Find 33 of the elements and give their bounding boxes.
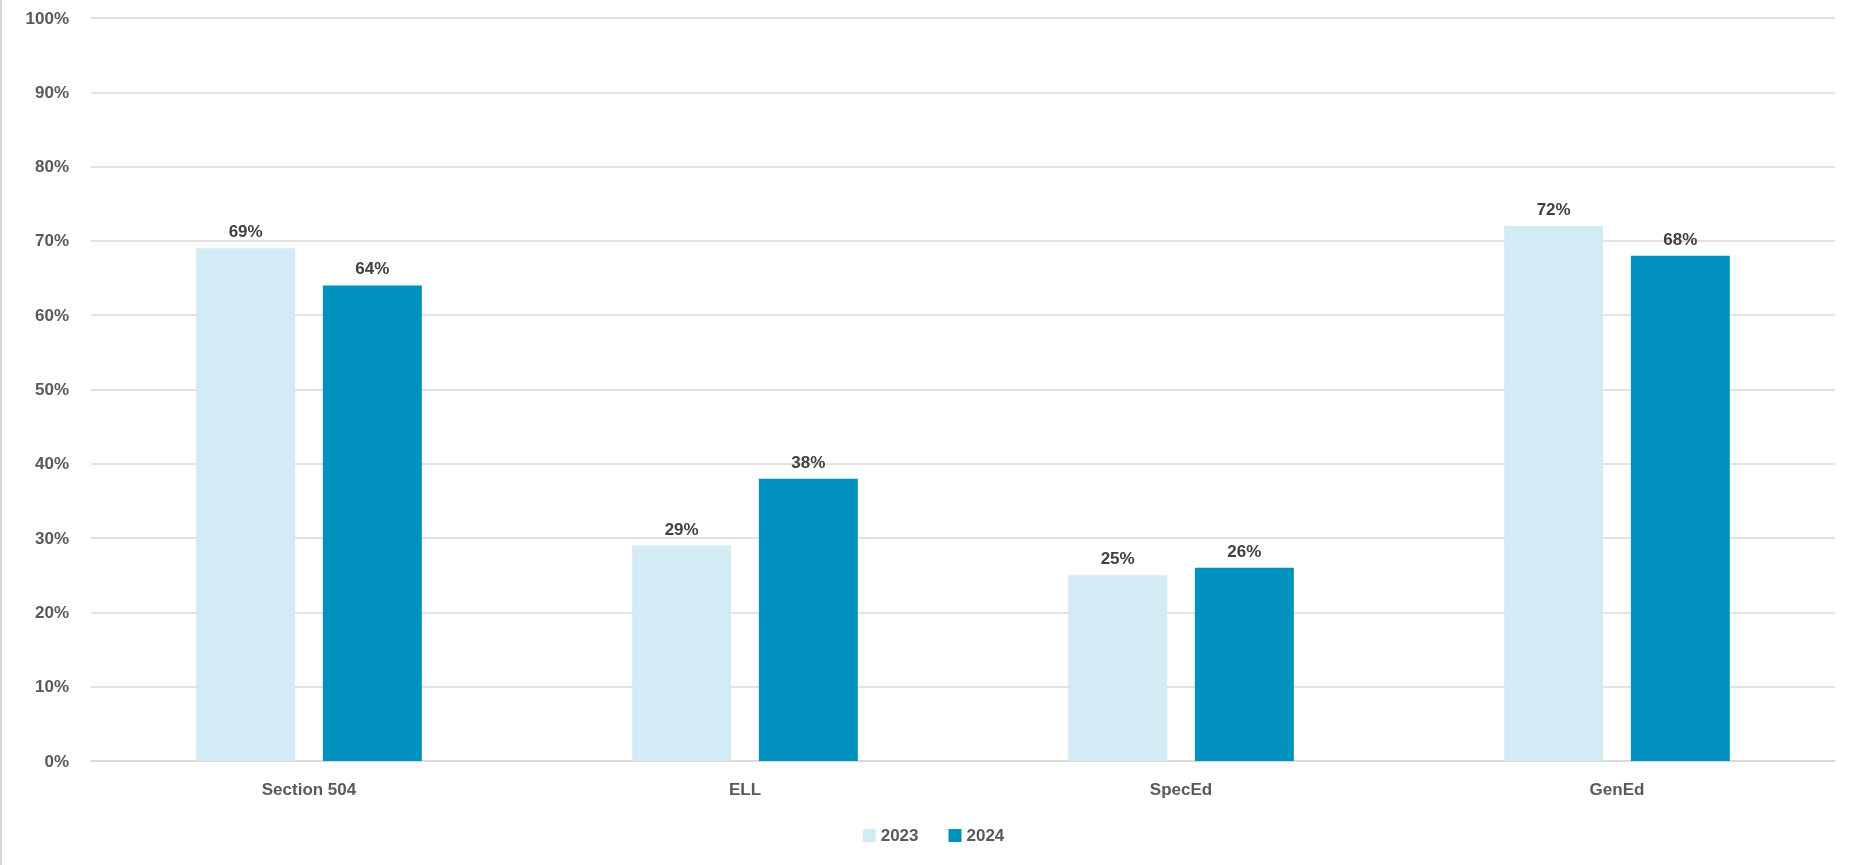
data-label: 72%	[1536, 200, 1571, 220]
bar	[196, 248, 296, 761]
data-label: 69%	[228, 222, 263, 242]
y-tick-label: 0%	[44, 751, 69, 771]
y-tick-label: 70%	[34, 231, 69, 251]
data-label: 29%	[664, 519, 699, 539]
bar	[758, 478, 858, 761]
y-tick-label: 50%	[34, 380, 69, 399]
data-label: 26%	[1227, 541, 1262, 561]
legend-label: 2024	[966, 826, 1005, 845]
bar	[1630, 255, 1730, 761]
bar	[1194, 567, 1294, 761]
y-tick-label: 100%	[25, 8, 69, 28]
y-tick-label: 60%	[34, 305, 69, 325]
data-label: 25%	[1100, 549, 1135, 569]
y-tick-label: 80%	[34, 157, 69, 177]
x-tick-label: ELL	[728, 780, 762, 799]
data-label: 64%	[355, 259, 390, 279]
legend-label: 2023	[880, 826, 919, 845]
x-tick-label: SpecEd	[1149, 780, 1213, 799]
y-tick-label: 10%	[34, 677, 69, 697]
x-tick-label: Section 504	[261, 780, 357, 799]
bar	[632, 545, 732, 761]
y-tick-label: 40%	[34, 454, 69, 474]
x-tick-label: GenEd	[1589, 780, 1645, 799]
bar	[1504, 226, 1604, 761]
y-tick-label: 90%	[34, 82, 69, 102]
bar	[1068, 575, 1168, 761]
data-label: 68%	[1663, 229, 1698, 249]
bar	[322, 285, 422, 761]
y-tick-label: 30%	[34, 528, 69, 548]
data-label: 38%	[791, 452, 826, 472]
y-tick-label: 20%	[34, 602, 69, 622]
